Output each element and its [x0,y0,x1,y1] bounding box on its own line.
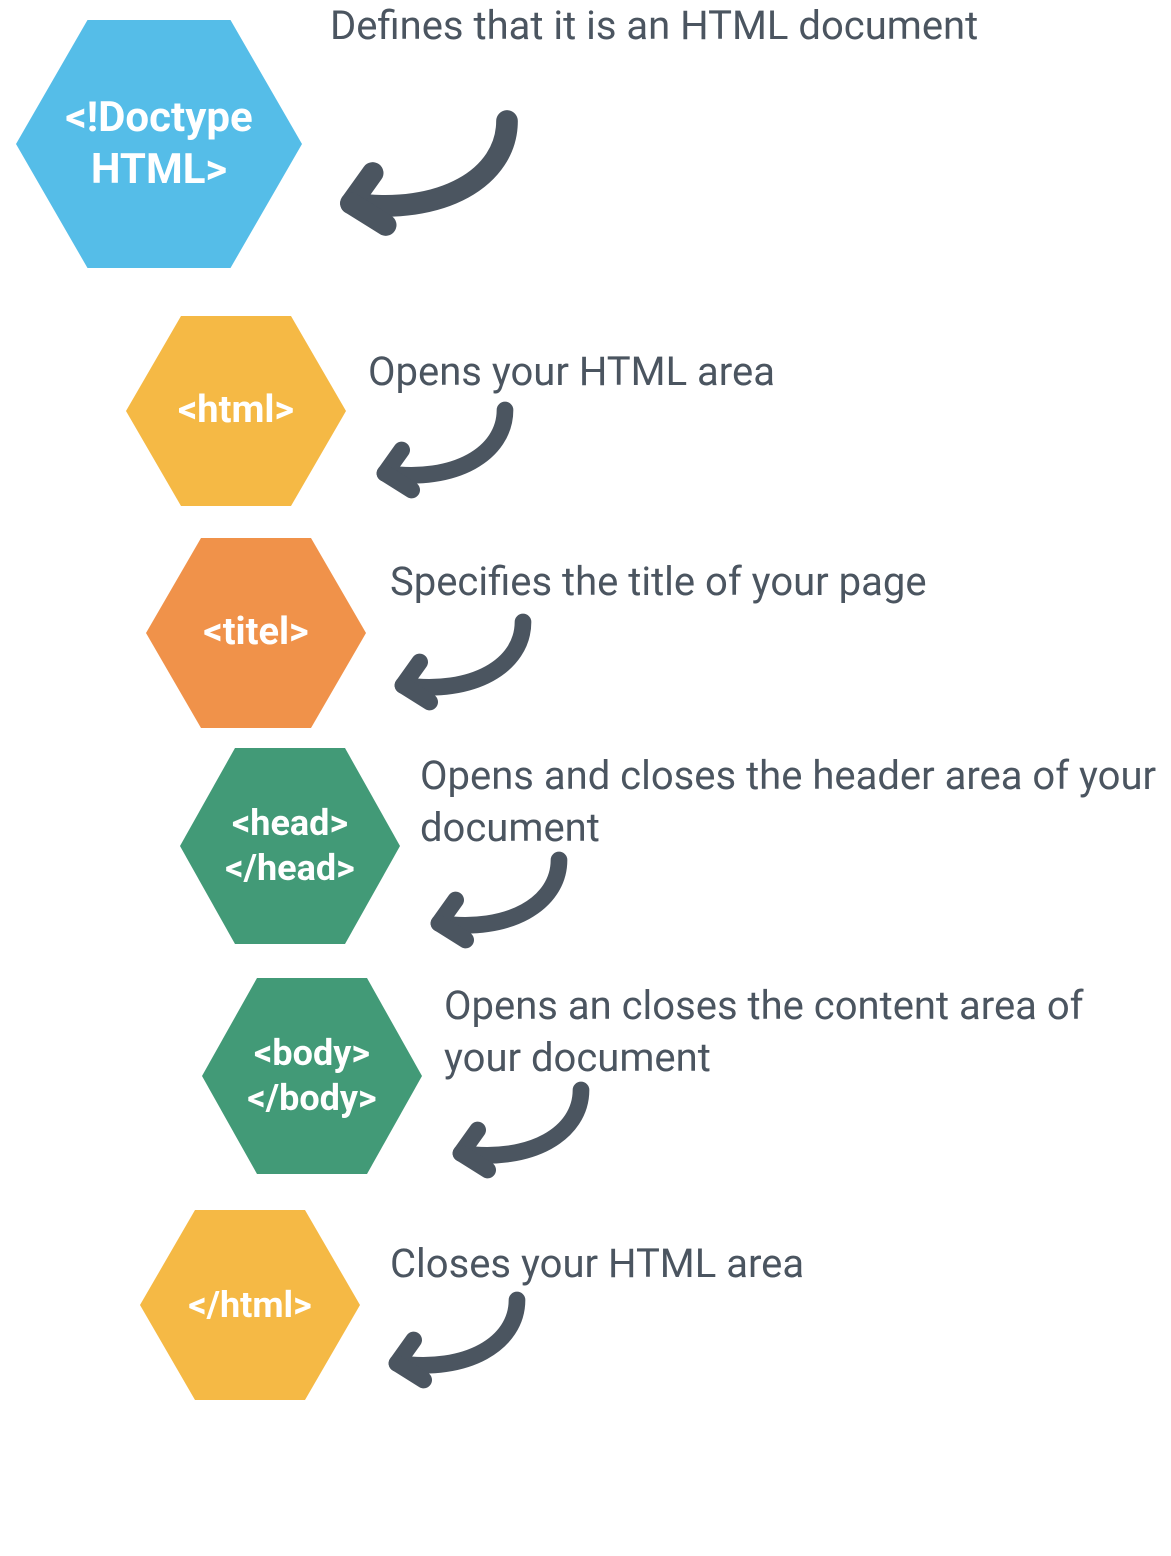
hex-doctype: <!Doctype HTML> [16,20,302,268]
hex-label: <titel> [193,609,318,657]
description-title: Specifies the title of your page [390,556,1130,608]
description-html-close: Closes your HTML area [390,1238,1090,1290]
hex-label: <head> </head> [215,801,364,891]
description-html-open: Opens your HTML area [368,346,1068,398]
hex-body: <body> </body> [202,978,422,1174]
description-body: Opens an closes the content area of your… [444,980,1164,1084]
arrow-icon [362,1290,532,1390]
description-doctype: Defines that it is an HTML document [330,0,1110,52]
description-head: Opens and closes the header area of your… [420,750,1160,854]
hex-html-close: </html> [140,1210,360,1400]
hex-html-open: <html> [126,316,346,506]
arrow-icon [368,612,538,712]
hex-label: <html> [168,387,304,435]
arrow-icon [404,850,574,950]
hex-label: </html> [178,1283,321,1328]
hex-label: <!Doctype HTML> [55,92,262,197]
arrow-icon [350,400,520,500]
arrow-icon [426,1080,596,1180]
arrow-icon [306,108,526,238]
hex-title: <titel> [146,538,366,728]
hex-head: <head> </head> [180,748,400,944]
hex-label: <body> </body> [237,1031,386,1121]
